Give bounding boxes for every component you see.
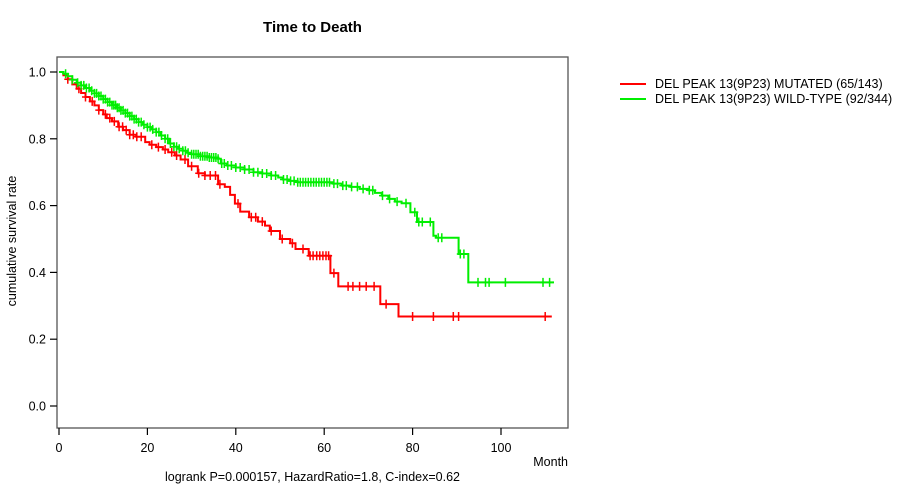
y-tick-label: 0.6 (29, 199, 46, 213)
wildtype-line-swatch (620, 97, 646, 100)
y-tick-label: 0.4 (29, 266, 46, 280)
mutated-censor-marks (64, 74, 549, 321)
y-tick-label: 1.0 (29, 66, 46, 80)
wildtype-curve (59, 71, 554, 284)
x-tick-label: 60 (317, 441, 331, 455)
legend-item-mutated: DEL PEAK 13(9P23) MUTATED (65/143) (620, 77, 892, 92)
y-tick-label: 0.8 (29, 132, 46, 146)
x-tick-label: 80 (406, 441, 420, 455)
plot-frame (56, 56, 569, 429)
y-tick-label: 0.0 (29, 400, 46, 414)
x-tick-label: 40 (229, 441, 243, 455)
x-tick-label: 20 (140, 441, 154, 455)
legend: DEL PEAK 13(9P23) MUTATED (65/143) DEL P… (620, 77, 892, 106)
stats-annotation: logrank P=0.000157, HazardRatio=1.8, C-i… (165, 470, 460, 484)
x-axis-label: Month (533, 455, 568, 469)
x-tick-label: 100 (491, 441, 512, 455)
y-tick-label: 0.2 (29, 333, 46, 347)
legend-label-wildtype: DEL PEAK 13(9P23) WILD-TYPE (92/344) (655, 91, 893, 106)
legend-label-mutated: DEL PEAK 13(9P23) MUTATED (65/143) (655, 77, 883, 92)
x-tick-label: 0 (56, 441, 63, 455)
chart-title: Time to Death (263, 19, 362, 36)
wildtype-censor-marks (62, 69, 554, 287)
mutated-line-swatch (620, 83, 646, 86)
legend-item-wildtype: DEL PEAK 13(9P23) WILD-TYPE (92/344) (620, 92, 892, 107)
